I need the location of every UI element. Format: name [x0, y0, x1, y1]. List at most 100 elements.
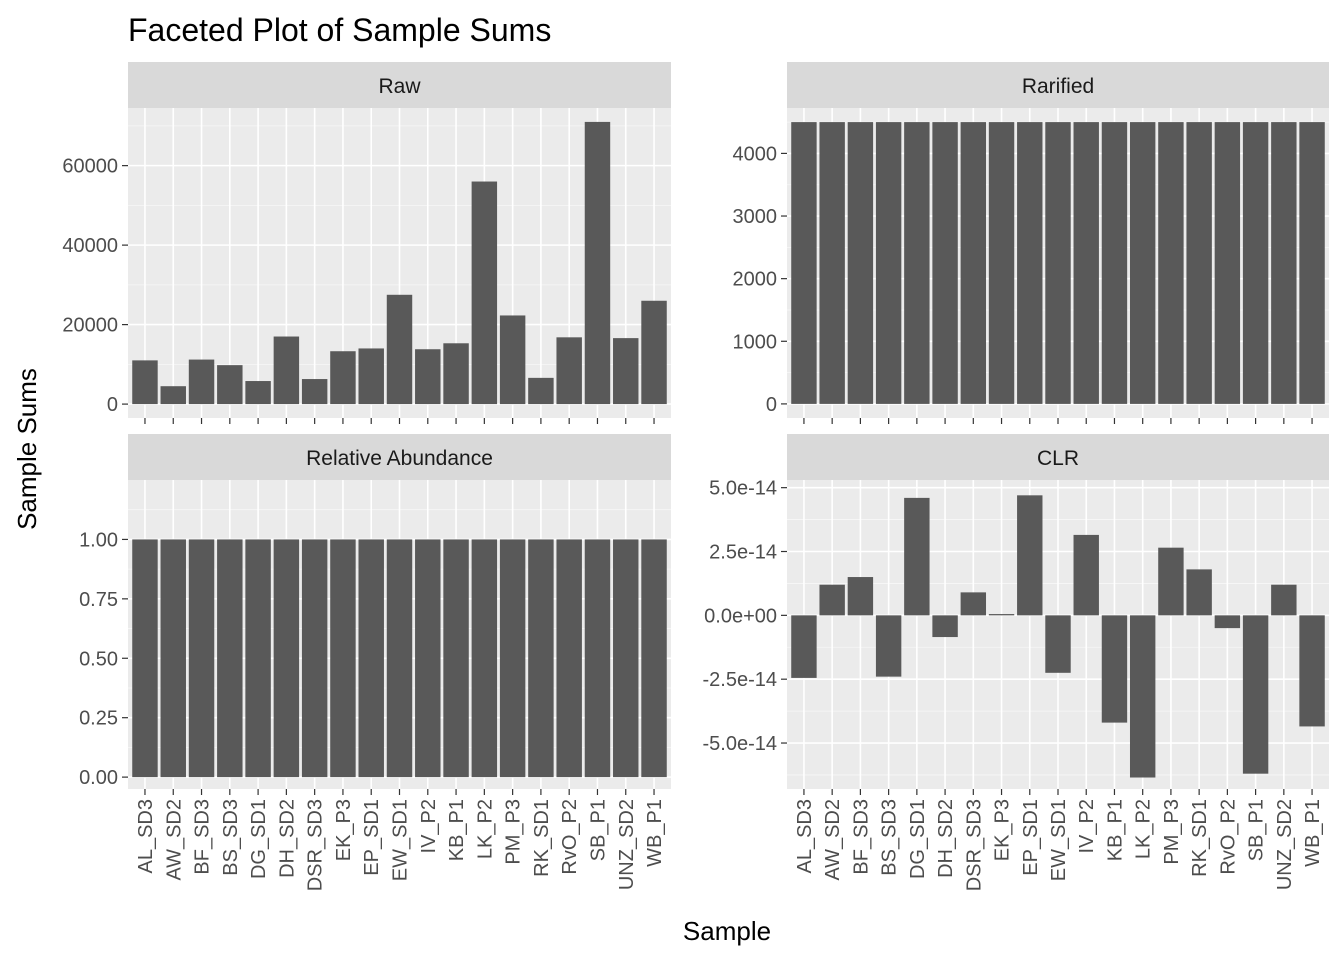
x-tick-label: DG_SD1: [907, 799, 929, 879]
bar-dsr_sd3: [960, 122, 987, 404]
bar-kb_p1: [443, 539, 469, 778]
y-tick-label: 3000: [733, 206, 778, 228]
x-tick-label: BF_SD3: [850, 799, 872, 875]
bar-kb_p1: [443, 343, 469, 405]
bar-aw_sd2: [819, 122, 845, 404]
x-tick-label: KB_P1: [1104, 799, 1126, 861]
bar-al_sd3: [132, 360, 158, 405]
y-tick-label: 4000: [733, 143, 778, 165]
x-tick-label: KB_P1: [446, 799, 468, 861]
x-tick-label: RK_SD1: [1189, 799, 1211, 877]
y-tick-label: 0.50: [79, 648, 118, 670]
bar-wb_p1: [641, 300, 667, 405]
bar-ew_sd1: [1045, 615, 1071, 673]
bar-iv_p2: [1073, 534, 1099, 616]
bar-sb_p1: [584, 539, 611, 778]
x-tick-label: RK_SD1: [531, 799, 553, 877]
facet-rarified: Rarified 0 1000 2000 3000 4000: [733, 62, 1329, 424]
bar-ep_sd1: [358, 348, 384, 405]
bar-unz_sd2: [613, 338, 639, 405]
bar-lk_p2: [1129, 122, 1156, 404]
strip-raw: [128, 62, 671, 108]
x-tick-label: UNZ_SD2: [1274, 799, 1296, 890]
strip-relative-abundance: [128, 434, 671, 480]
bar-al_sd3: [791, 615, 817, 678]
bar-bs_sd3: [217, 365, 243, 405]
chart-title: Faceted Plot of Sample Sums: [128, 12, 551, 48]
y-tick-label: 2000: [733, 269, 778, 291]
x-tick-label: RvO_P2: [559, 799, 581, 875]
bar-kb_p1: [1101, 615, 1128, 723]
bar-al_sd3: [791, 122, 817, 404]
x-tick-label: LK_P2: [474, 799, 496, 859]
bar-dsr_sd3: [960, 592, 987, 616]
bar-sb_p1: [1242, 615, 1269, 774]
y-tick-label: 2.5e-14: [709, 542, 777, 564]
y-tick-label: 0: [766, 394, 777, 416]
bar-bf_sd3: [188, 359, 215, 405]
bar-ek_p3: [330, 539, 356, 778]
bar-rk_sd1: [528, 377, 554, 405]
bar-iv_p2: [415, 349, 441, 405]
bar-pm_p3: [499, 539, 526, 778]
bar-dsr_sd3: [301, 539, 328, 778]
bar-iv_p2: [1073, 122, 1099, 404]
y-axis-title: Sample Sums: [12, 368, 42, 530]
x-tick-label: BF_SD3: [192, 799, 214, 875]
bar-bf_sd3: [847, 122, 874, 404]
bar-dh_sd2: [932, 122, 958, 404]
x-tick-label: LK_P2: [1133, 799, 1155, 859]
bar-rvo_p2: [556, 337, 582, 405]
y-tick-label: -2.5e-14: [703, 669, 778, 691]
y-tick-label: -5.0e-14: [703, 733, 778, 755]
bar-lk_p2: [471, 539, 498, 778]
x-tick-label: EP_SD1: [361, 799, 383, 876]
y-tick-label: 20000: [62, 315, 118, 337]
x-tick-label: BS_SD3: [220, 799, 242, 876]
x-tick-label: EP_SD1: [1020, 799, 1042, 876]
bar-rvo_p2: [556, 539, 582, 778]
strip-label-relative-abundance: Relative Abundance: [306, 447, 493, 470]
bar-kb_p1: [1101, 122, 1128, 404]
bar-bf_sd3: [188, 539, 215, 778]
x-tick-label: SB_P1: [1246, 799, 1268, 861]
bar-lk_p2: [1129, 615, 1156, 778]
bar-dg_sd1: [904, 497, 930, 616]
strip-rarified: [787, 62, 1329, 108]
bar-unz_sd2: [1271, 584, 1297, 616]
bar-pm_p3: [1158, 547, 1184, 616]
x-tick-label: AW_SD2: [822, 799, 844, 881]
y-tick-label: 0.0e+00: [704, 605, 777, 627]
bar-aw_sd2: [819, 584, 845, 616]
bar-dg_sd1: [245, 539, 271, 778]
bar-ep_sd1: [358, 539, 384, 778]
bar-ew_sd1: [386, 294, 413, 405]
bar-al_sd3: [132, 539, 158, 778]
y-tick-label: 5.0e-14: [709, 478, 777, 500]
x-tick-label: SB_P1: [587, 799, 609, 861]
strip-clr: [787, 434, 1329, 480]
bar-unz_sd2: [613, 539, 639, 778]
bar-bf_sd3: [847, 577, 874, 616]
bar-rvo_p2: [1214, 122, 1241, 404]
strip-label-rarified: Rarified: [1022, 75, 1094, 98]
x-tick-label: DSR_SD3: [305, 799, 327, 891]
x-axis-title: Sample: [683, 916, 771, 946]
bar-dg_sd1: [904, 122, 930, 404]
bar-rk_sd1: [1186, 569, 1212, 616]
bar-sb_p1: [584, 121, 611, 405]
bar-wb_p1: [1299, 615, 1325, 727]
y-tick-label: 0.75: [79, 589, 118, 611]
bar-dh_sd2: [932, 615, 958, 638]
x-tick-label: EK_P3: [333, 799, 355, 861]
bar-aw_sd2: [160, 539, 186, 778]
bar-dh_sd2: [273, 539, 300, 778]
x-tick-label: AL_SD3: [794, 799, 816, 874]
bar-ep_sd1: [1017, 122, 1043, 404]
bar-bs_sd3: [217, 539, 243, 778]
strip-label-raw: Raw: [378, 75, 421, 98]
bar-pm_p3: [499, 315, 526, 405]
y-tick-label: 0.00: [79, 767, 118, 789]
x-tick-label: DH_SD2: [276, 799, 298, 878]
bar-bs_sd3: [875, 122, 902, 404]
